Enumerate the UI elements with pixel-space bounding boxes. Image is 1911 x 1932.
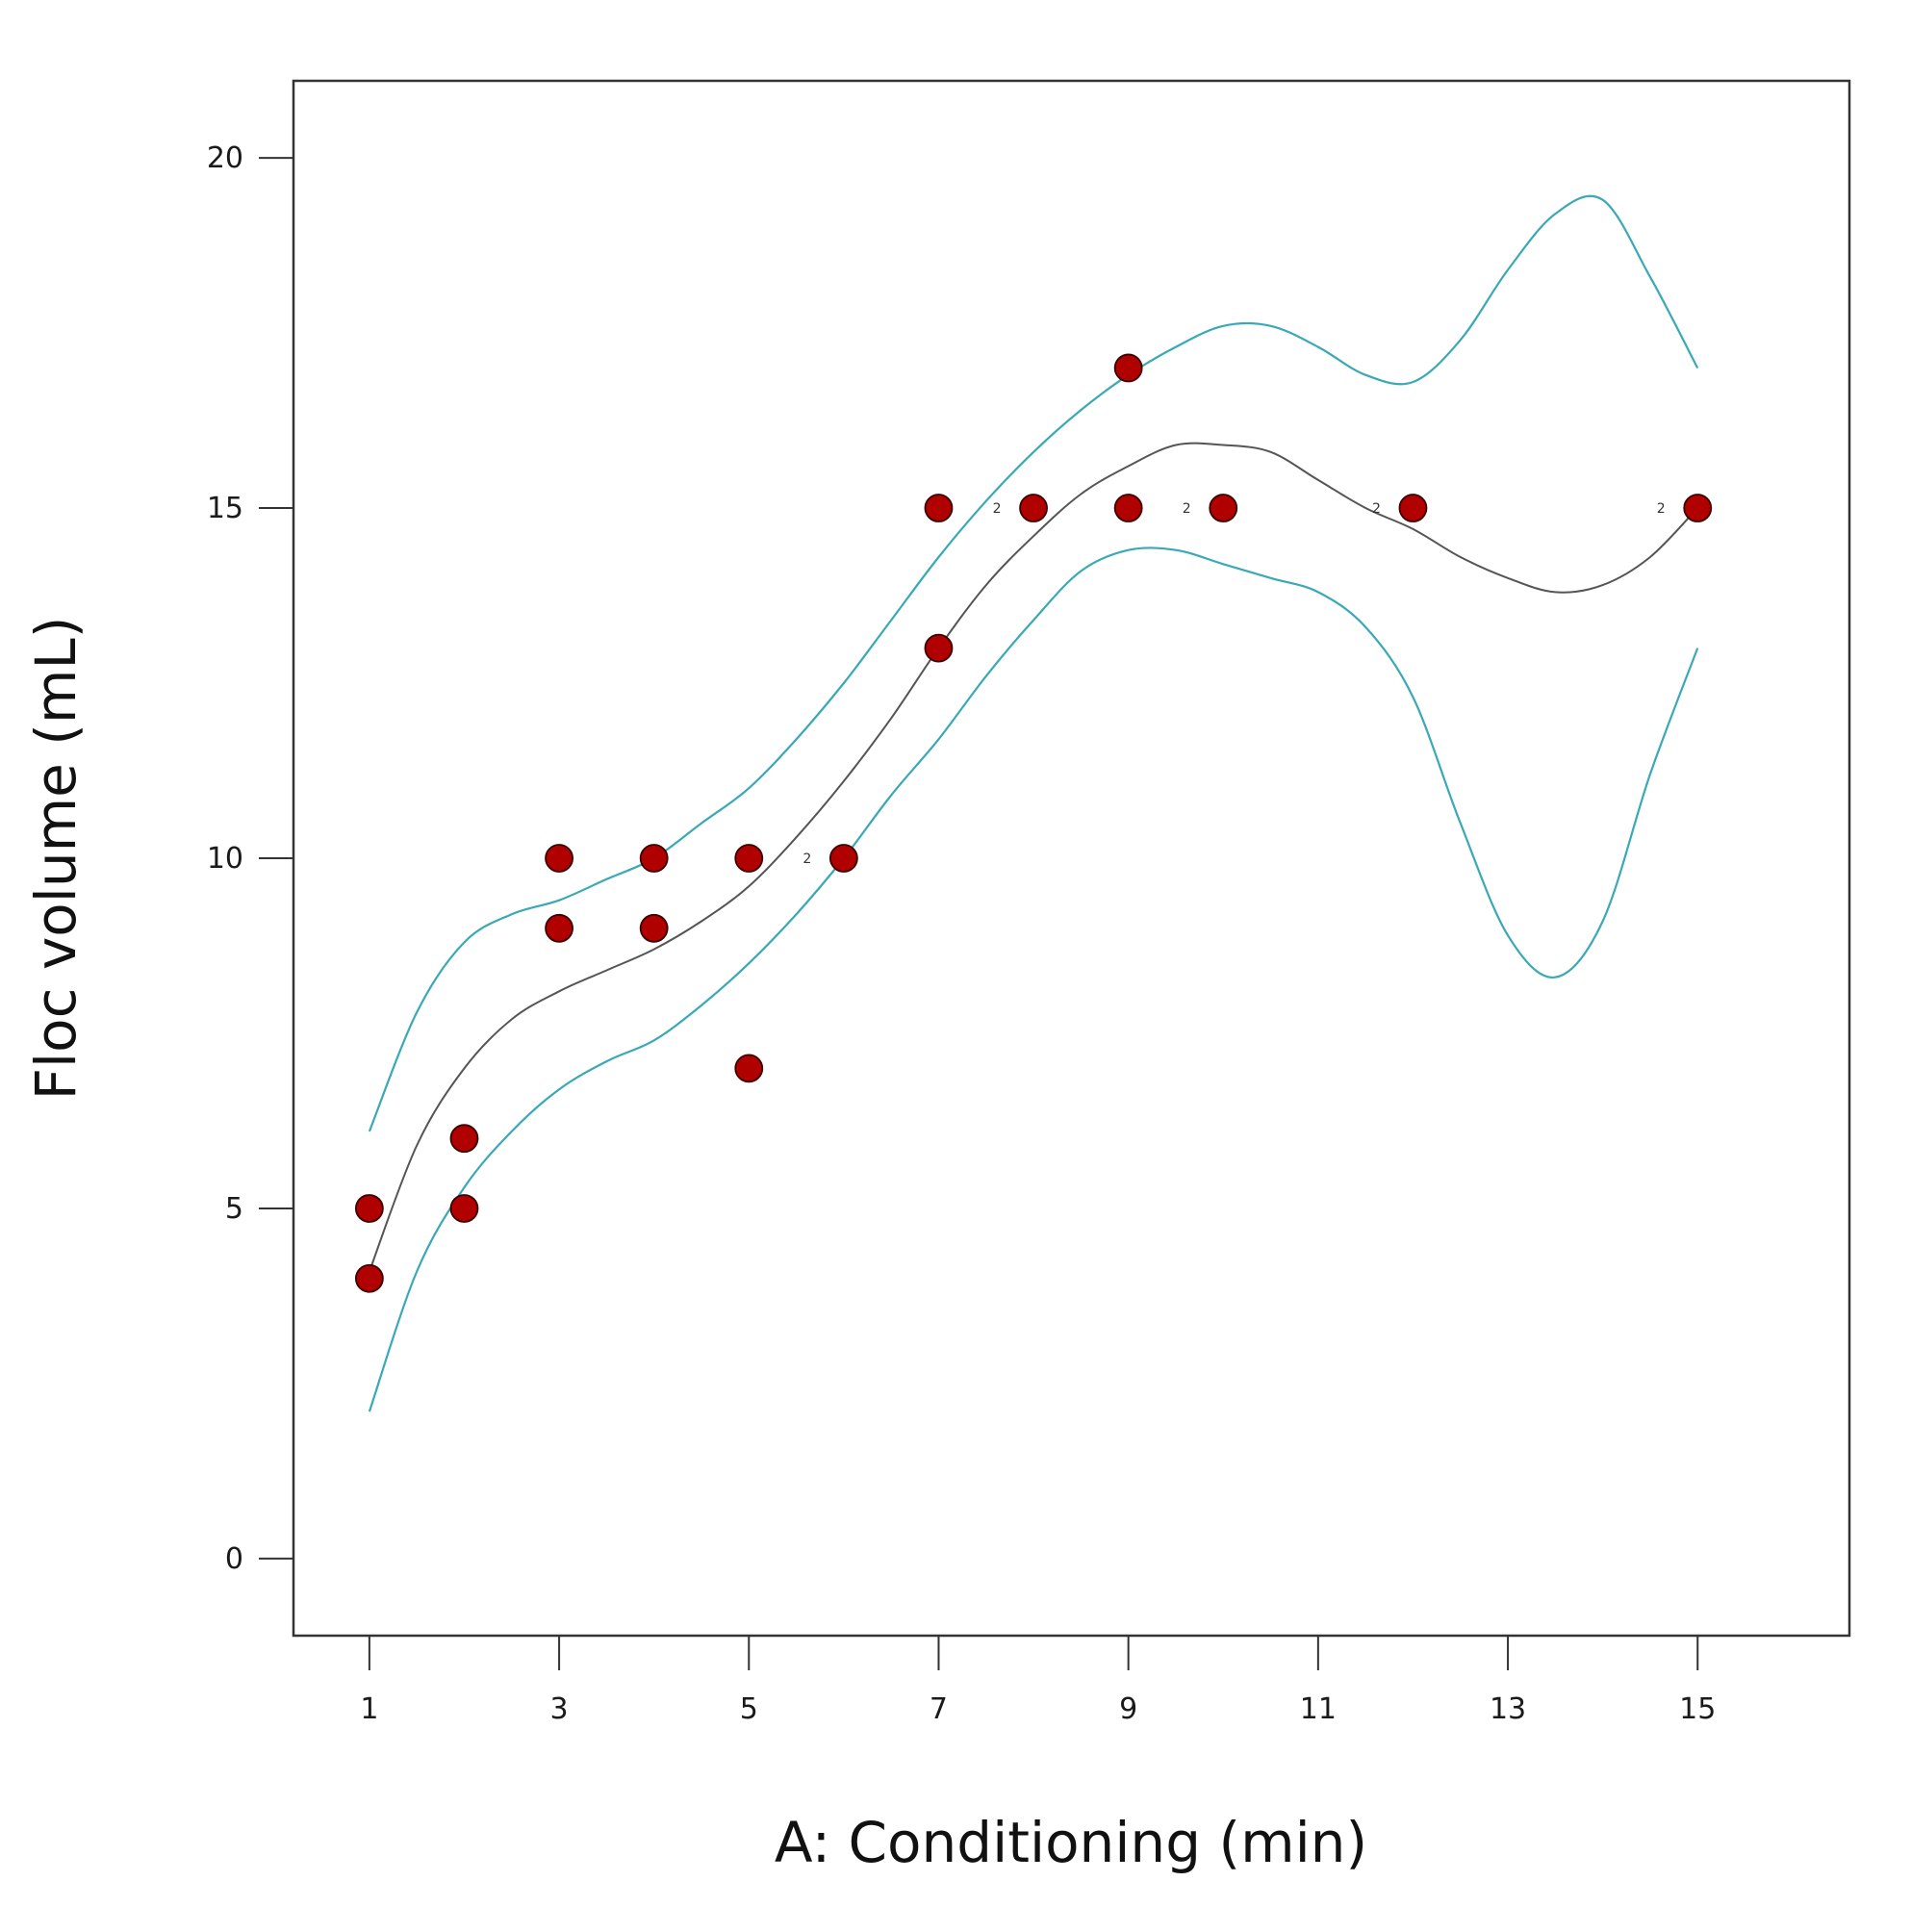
x-tick-label: 11: [1300, 1692, 1337, 1726]
x-tick-label: 5: [740, 1692, 758, 1726]
data-point: [1113, 494, 1143, 522]
data-point: [449, 1124, 479, 1154]
upper-interval-line: [368, 194, 1699, 1132]
replicate-label: 2: [803, 852, 811, 867]
x-tick-label: 3: [550, 1692, 569, 1726]
x-tick-label: 9: [1119, 1692, 1137, 1726]
x-axis-title: A: Conditioning (min): [775, 1810, 1367, 1875]
data-point: [1683, 494, 1713, 522]
y-axis-title: Floc volume (mL): [23, 617, 89, 1101]
data-point: [1398, 494, 1428, 522]
x-tick-label: 13: [1490, 1692, 1526, 1726]
data-points: 2 2 2 2 2: [354, 353, 1713, 1293]
replicate-label: 2: [1657, 501, 1666, 517]
lower-interval-line: [368, 547, 1699, 1412]
data-point: [924, 633, 954, 663]
data-point: [449, 1194, 479, 1223]
x-tick-label: 1: [360, 1692, 378, 1726]
y-tick-label: 10: [207, 842, 243, 876]
data-point: [545, 844, 573, 873]
y-tick-label: 20: [207, 141, 243, 175]
x-tick-label: 7: [930, 1692, 948, 1726]
replicate-label: 2: [993, 501, 1002, 517]
data-point: [734, 1054, 764, 1083]
data-point: [639, 844, 669, 873]
curves: [368, 194, 1699, 1412]
data-point: [1113, 353, 1143, 383]
data-point: [1019, 494, 1048, 522]
y-axis: 0 5 10 15 20: [207, 141, 293, 1576]
data-point: [545, 913, 573, 943]
y-tick-label: 0: [225, 1542, 243, 1576]
fit-line: [368, 442, 1698, 1272]
data-point: [354, 1263, 384, 1293]
replicate-label: 2: [1372, 501, 1381, 517]
data-point: [924, 494, 954, 522]
data-point: [1209, 494, 1238, 522]
plot-frame: [292, 79, 1851, 1638]
data-point: [354, 1194, 384, 1223]
x-axis: 1 3 5 7 9 11 13 15: [360, 1636, 1716, 1726]
y-tick-label: 5: [225, 1192, 243, 1226]
data-point: [639, 913, 669, 943]
x-tick-label: 15: [1679, 1692, 1716, 1726]
data-point: [828, 844, 858, 873]
replicate-label: 2: [1183, 501, 1191, 517]
y-tick-label: 15: [207, 492, 243, 525]
data-point: [734, 844, 764, 873]
